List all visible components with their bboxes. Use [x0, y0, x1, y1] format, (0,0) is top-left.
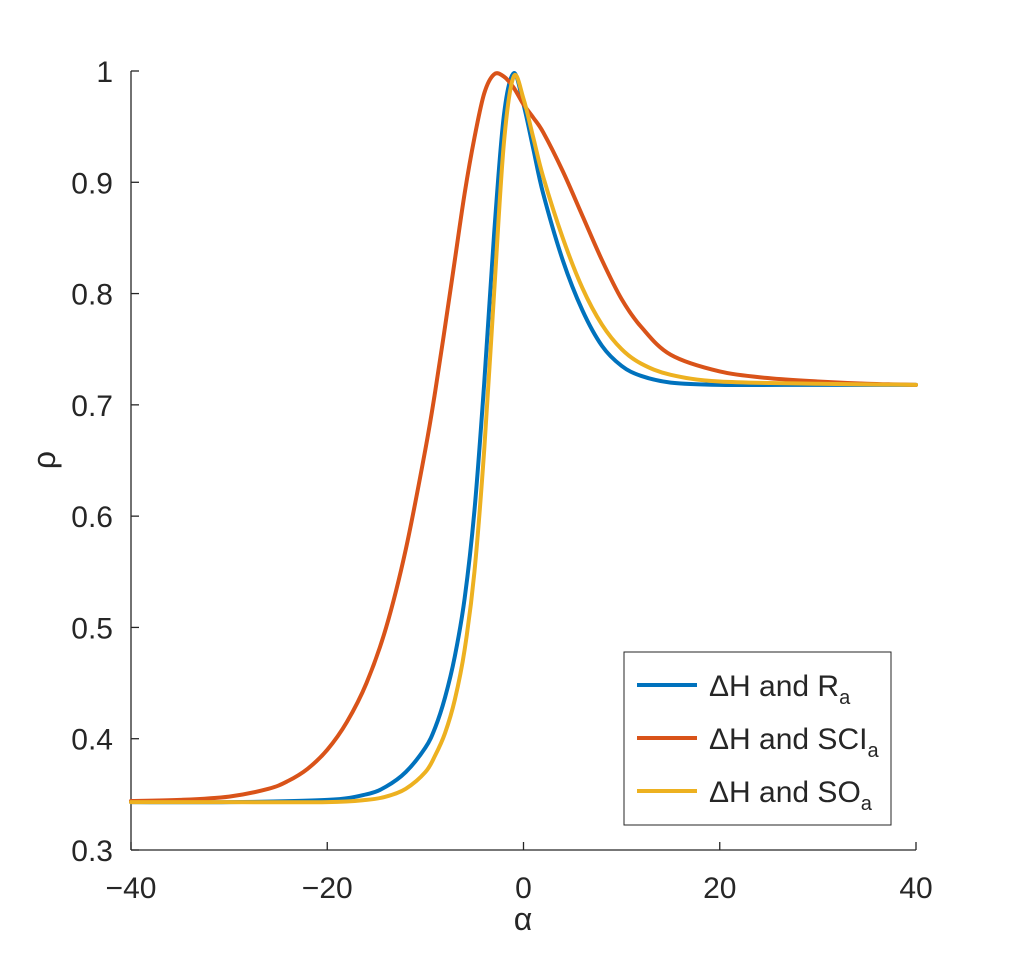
x-tick-label: 20 [703, 872, 736, 905]
legend-label-scia: ΔH and SCIa [709, 723, 879, 762]
y-tick-label: 0.6 [71, 501, 113, 534]
series-line-ra [129, 71, 918, 805]
x-axis-ticks: −40 −20 0 20 40 [106, 842, 933, 905]
legend-label-soa: ΔH and SOa [709, 776, 873, 815]
y-tick-label: 0.3 [71, 835, 113, 868]
x-tick-label: 0 [515, 872, 532, 905]
y-tick-label: 0.8 [71, 279, 113, 312]
y-axis-ticks: 0.3 0.4 0.5 0.6 0.7 0.8 0.9 1 [71, 56, 139, 868]
x-axis-label: α [514, 901, 533, 937]
y-tick-label: 0.7 [71, 390, 113, 423]
legend-label-ra: ΔH and Ra [709, 670, 851, 709]
x-tick-label: −40 [106, 872, 157, 905]
series-layer [129, 71, 918, 805]
legend: ΔH and Ra ΔH and SCIa ΔH and SOa [623, 651, 892, 826]
x-tick-label: −20 [302, 872, 353, 905]
y-tick-label: 0.9 [71, 167, 113, 200]
y-axis-label: ρ [26, 451, 62, 469]
x-tick-label: 40 [899, 872, 932, 905]
y-tick-label: 1 [96, 56, 113, 89]
series-line-scia [129, 71, 918, 804]
series-line-soa [129, 72, 918, 805]
y-tick-label: 0.4 [71, 724, 113, 757]
y-tick-label: 0.5 [71, 612, 113, 645]
